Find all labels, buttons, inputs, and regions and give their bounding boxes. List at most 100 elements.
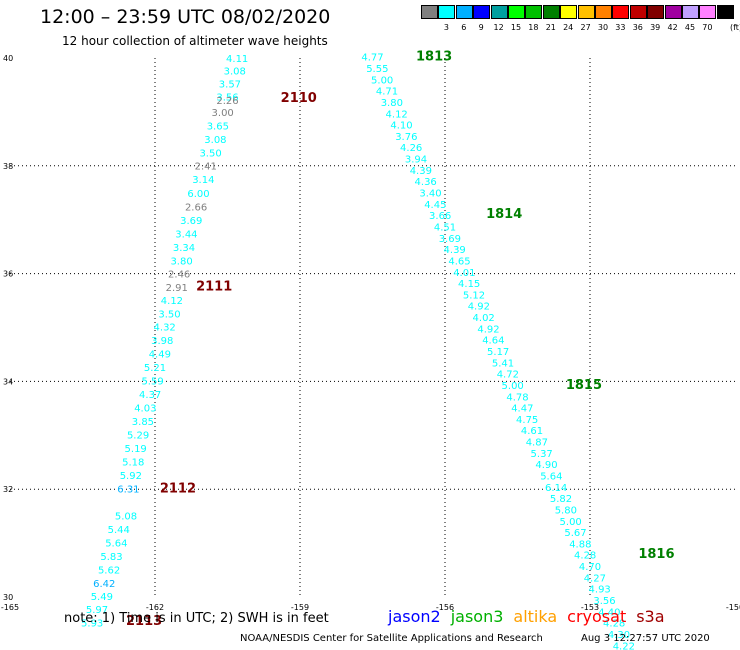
wave-height-value: 3.76 [395,132,417,143]
wave-height-value: 4.51 [434,222,456,233]
wave-height-value: 5.64 [105,538,127,549]
wave-height-value: 4.72 [497,370,519,381]
color-swatch [647,5,665,19]
color-scale-label: 45 [684,23,696,32]
wave-height-value: 4.32 [154,323,176,334]
wave-height-value: 2.26 [216,96,238,107]
wave-height-value: 5.55 [366,64,388,75]
wave-height-value: 4.11 [226,54,248,65]
wave-height-value: 3.50 [158,309,180,320]
pass-time-label: 1813 [416,50,452,65]
color-scale-label: 30 [597,23,609,32]
color-swatch [525,5,543,19]
wave-height-value: 3.65 [207,122,229,133]
wave-height-value: 4.36 [415,177,437,188]
wave-height-value: 4.93 [589,585,611,596]
pass-time-label: 1814 [486,207,522,222]
wave-height-value: 4.27 [584,573,606,584]
wave-height-value: 4.28 [603,619,625,630]
color-swatch [699,5,717,19]
wave-height-value: 4.47 [511,404,533,415]
wave-height-value: 2.46 [168,269,190,280]
x-tick-label: -150 [726,603,740,612]
wave-height-value: 4.28 [574,551,596,562]
color-swatch [508,5,525,19]
wave-height-value: 5.00 [371,75,393,86]
pass-time-label: 2113 [126,614,162,629]
wave-height-value: 4.92 [477,324,499,335]
wave-height-value: 4.10 [390,121,412,132]
satellite-legend: jason2 jason3 altika cryosat s3a [388,607,675,626]
wave-height-value: 5.62 [98,565,120,576]
wave-height-value: 5.97 [86,605,108,616]
wave-height-value: 4.49 [149,350,171,361]
x-tick-label: -165 [1,603,19,612]
wave-height-value: 2.91 [166,283,188,294]
wave-height-value: 6.42 [93,579,115,590]
color-swatch [455,5,473,19]
color-scale-label: 70 [702,23,713,32]
wave-height-value: 3.56 [216,93,238,104]
wave-height-value: 3.50 [199,149,221,160]
wave-height-value: 3.08 [204,135,226,146]
wave-height-value: 4.30 [608,630,630,641]
wave-height-value: 4.22 [613,641,635,650]
wave-height-value: 2.66 [185,203,207,214]
wave-height-value: 3.34 [173,243,195,254]
color-scale-unit: (ft) [730,23,740,32]
color-scale-label: 24 [563,23,574,32]
color-swatch [595,5,612,19]
pass-time-label: 1815 [566,378,602,393]
footnote: note: 1) Time is in UTC; 2) SWH is in fe… [64,611,329,626]
wave-height-value: 5.64 [540,471,562,482]
color-scale-label: 42 [667,23,678,32]
wave-height-value: 4.87 [526,438,548,449]
color-scale-label: 18 [528,23,539,32]
color-scale-label: 15 [510,23,522,32]
wave-height-value: 3.44 [175,229,197,240]
color-swatch [682,5,699,19]
wave-height-value: 3.56 [593,596,615,607]
wave-height-value: 4.70 [579,562,601,573]
wave-height-value: 5.82 [550,494,572,505]
wave-height-value: 4.78 [506,392,528,403]
color-swatch [664,5,682,19]
wave-height-value: 4.12 [386,109,408,120]
color-scale-label: 27 [580,23,591,32]
wave-height-value: 5.80 [555,505,577,516]
wave-height-value: 4.03 [134,404,156,415]
wave-height-value: 4.61 [521,426,543,437]
wave-height-value: 3.94 [405,155,427,166]
wave-height-value: 3.08 [224,67,246,78]
legend-cryosat: cryosat [567,607,627,626]
wave-height-value: 5.29 [127,431,149,442]
color-scale-label: 21 [545,23,556,32]
wave-height-value: 5.59 [141,377,163,388]
wave-height-value: 3.66 [429,211,451,222]
wave-height-value: 5.17 [487,347,509,358]
wave-height-value: 5.93 [81,619,103,630]
wave-height-value: 5.00 [502,381,524,392]
legend-jason2: jason2 [388,607,441,626]
color-scale-label: 33 [615,23,626,32]
color-scale-label: 39 [650,23,661,32]
y-tick-label: 36 [3,270,13,279]
wave-height-value: 3.85 [132,417,154,428]
wave-height-value: 4.45 [424,200,446,211]
wave-height-value: 3.80 [381,98,403,109]
wave-height-value: 3.69 [439,234,461,245]
wave-height-value: 6.00 [187,189,209,200]
color-swatch [542,5,560,19]
wave-height-value: 4.71 [376,87,398,98]
x-tick-label: -159 [291,603,309,612]
map-subtitle: 12 hour collection of altimeter wave hei… [62,34,328,48]
color-swatch [490,5,508,19]
wave-height-value: 4.26 [400,143,422,154]
wave-height-value: 4.37 [139,390,161,401]
wave-height-value: 4.77 [361,53,383,64]
wave-height-value: 4.02 [473,313,495,324]
color-swatch [438,5,456,19]
wave-height-value: 3.57 [219,80,241,91]
y-tick-label: 30 [3,593,13,602]
wave-height-value: 5.44 [108,525,130,536]
